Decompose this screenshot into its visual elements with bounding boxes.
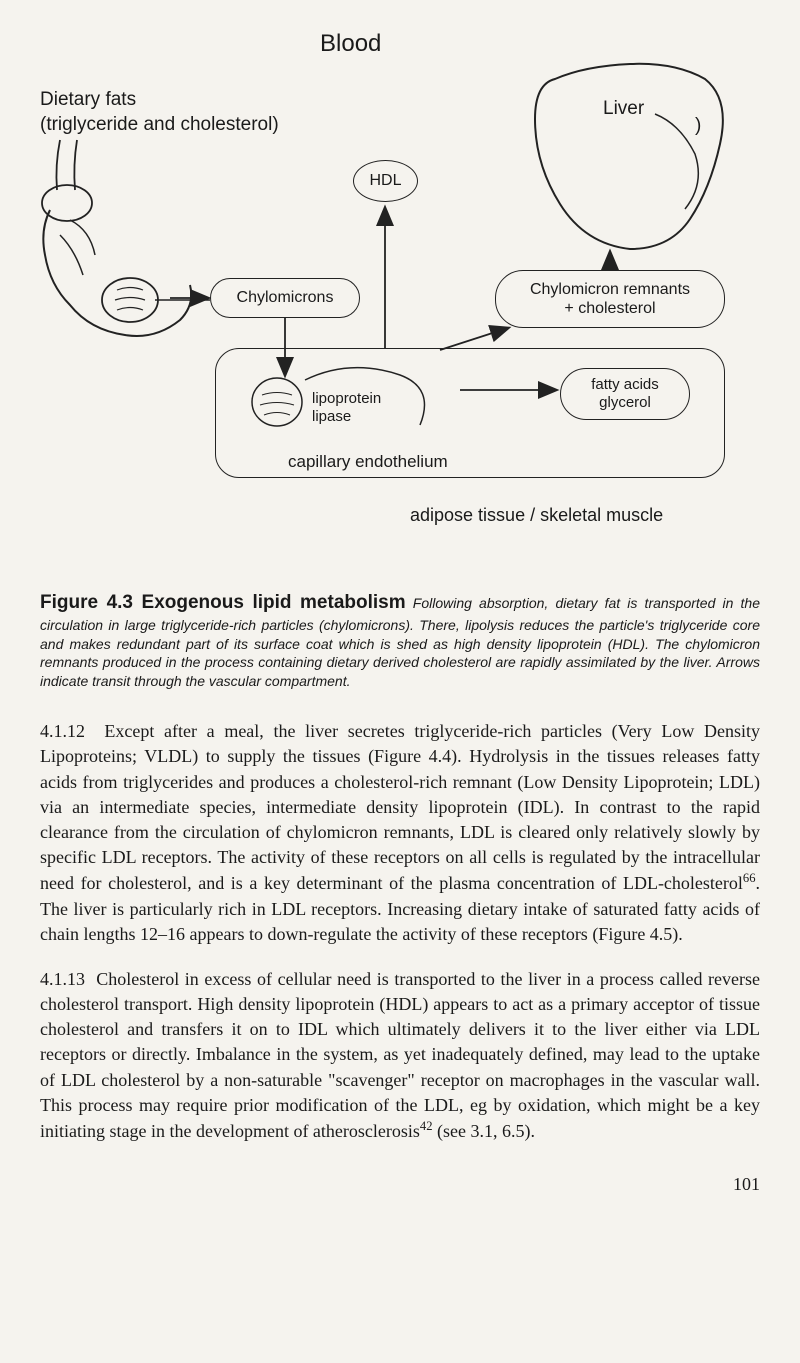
- remnant-line2: + cholesterol: [564, 299, 655, 318]
- hdl-text: HDL: [369, 172, 401, 190]
- lipase-circle-icon: [250, 375, 305, 430]
- chylomicrons-text: Chylomicrons: [237, 289, 334, 307]
- paragraph-4-1-13: 4.1.13 Cholesterol in excess of cellular…: [40, 967, 760, 1144]
- chylomicrons-node: Chylomicrons: [210, 278, 360, 318]
- para2-sup: 42: [420, 1119, 433, 1133]
- lipase-label: lipoprotein lipase: [312, 390, 381, 426]
- remnant-line1: Chylomicron remnants: [530, 280, 690, 299]
- dietary-line2: (triglyceride and cholesterol): [40, 114, 279, 135]
- lipase-line2: lipase: [312, 408, 351, 425]
- para2-text-b: (see 3.1, 6.5).: [433, 1121, 535, 1141]
- para1-sup: 66: [743, 871, 756, 885]
- dietary-fats-label: Dietary fats (triglyceride and cholester…: [40, 88, 279, 137]
- blood-label: Blood: [320, 30, 381, 58]
- caption-title: Figure 4.3 Exogenous lipid metabolism: [40, 592, 406, 613]
- fatty-line2: glycerol: [599, 394, 651, 412]
- para2-num: 4.1.13: [40, 969, 85, 989]
- hdl-node: HDL: [353, 160, 418, 202]
- page-number: 101: [40, 1174, 760, 1195]
- figure-caption: Figure 4.3 Exogenous lipid metabolism Fo…: [40, 590, 760, 691]
- fatty-acids-node: fatty acids glycerol: [560, 368, 690, 420]
- lipid-metabolism-diagram: Blood Dietary fats (triglyceride and cho…: [40, 30, 760, 570]
- endothelium-label: capillary endothelium: [288, 452, 448, 472]
- remnant-node: Chylomicron remnants + cholesterol: [495, 270, 725, 328]
- adipose-label: adipose tissue / skeletal muscle: [410, 505, 663, 526]
- paragraph-4-1-12: 4.1.12 Except after a meal, the liver se…: [40, 719, 760, 947]
- dietary-line1: Dietary fats: [40, 89, 136, 110]
- para2-text-a: Cholesterol in excess of cellular need i…: [40, 969, 760, 1141]
- lipase-line1: lipoprotein: [312, 390, 381, 407]
- fatty-line1: fatty acids: [591, 376, 659, 394]
- para1-num: 4.1.12: [40, 721, 85, 741]
- para1-text-a: Except after a meal, the liver secretes …: [40, 721, 760, 893]
- intestine-shape-icon: [35, 135, 215, 370]
- liver-shape-icon: [525, 54, 735, 254]
